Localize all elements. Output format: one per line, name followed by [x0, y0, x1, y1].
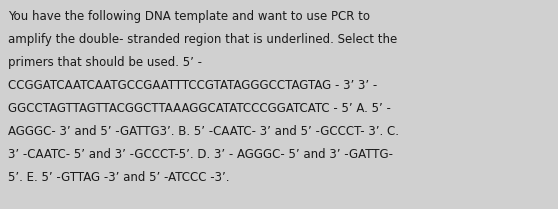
Text: 3’ -CAATC- 5’ and 3’ -GCCCT-5’. D. 3’ - AGGGC- 5’ and 3’ -GATTG-: 3’ -CAATC- 5’ and 3’ -GCCCT-5’. D. 3’ - … [8, 148, 393, 161]
Text: CCGGATCAATCAATGCCGAATTTCCGTATAGGGCCTAGTAG - 3’ 3’ -: CCGGATCAATCAATGCCGAATTTCCGTATAGGGCCTAGTA… [8, 79, 377, 92]
Text: primers that should be used. 5’ -: primers that should be used. 5’ - [8, 56, 202, 69]
Text: AGGGC- 3’ and 5’ -GATTG3’. B. 5’ -CAATC- 3’ and 5’ -GCCCT- 3’. C.: AGGGC- 3’ and 5’ -GATTG3’. B. 5’ -CAATC-… [8, 125, 399, 138]
Text: 5’. E. 5’ -GTTAG -3’ and 5’ -ATCCC -3’.: 5’. E. 5’ -GTTAG -3’ and 5’ -ATCCC -3’. [8, 171, 229, 184]
Text: GGCCTAGTTAGTTACGGCTTAAAGGCATATCCCGGATCATC - 5’ A. 5’ -: GGCCTAGTTAGTTACGGCTTAAAGGCATATCCCGGATCAT… [8, 102, 391, 115]
Text: You have the following DNA template and want to use PCR to: You have the following DNA template and … [8, 10, 370, 23]
Text: amplify the double- stranded region that is underlined. Select the: amplify the double- stranded region that… [8, 33, 397, 46]
